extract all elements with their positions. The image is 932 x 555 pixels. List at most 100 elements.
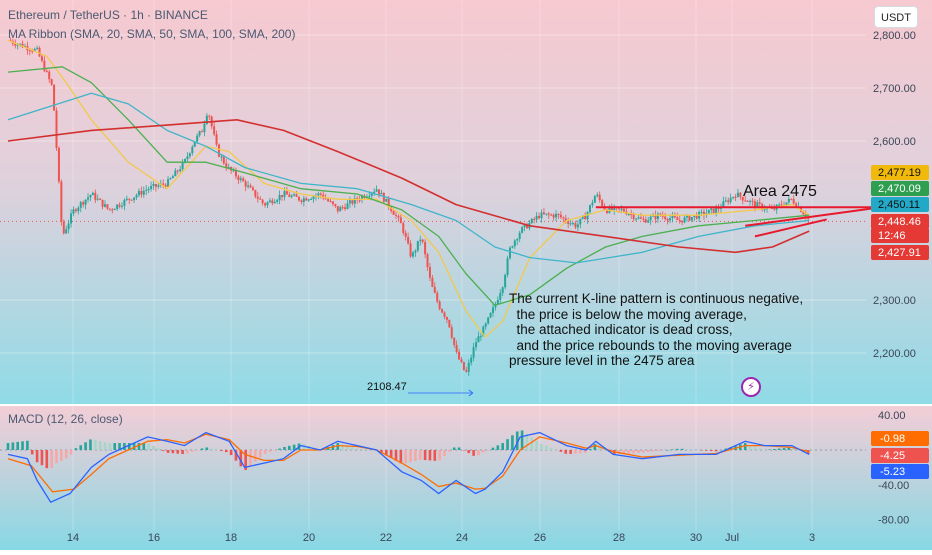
candle-body: [547, 213, 550, 215]
candle-body: [431, 277, 434, 287]
price-tick-label: 2,700.00: [873, 83, 916, 95]
candle-body: [370, 192, 373, 196]
candle-body: [550, 214, 553, 216]
candle-body: [639, 217, 642, 219]
candle-body: [290, 195, 293, 197]
candle-body: [409, 243, 412, 257]
price-badge-label: 2,448.46: [878, 216, 921, 228]
candle-body: [38, 47, 41, 57]
candle-body: [499, 293, 502, 300]
macd-histogram-bar: [132, 443, 136, 450]
macd-histogram-bar: [205, 447, 209, 450]
price-tick-label: 2,800.00: [873, 30, 916, 42]
macd-histogram-bar: [705, 450, 708, 451]
candle-body: [21, 43, 24, 48]
candle-body: [215, 134, 218, 145]
candle-body: [268, 200, 271, 203]
moving-average-line: [7, 92, 810, 264]
candle-body: [433, 286, 436, 293]
macd-title[interactable]: MACD (12, 26, close): [8, 412, 123, 426]
macd-histogram-bar: [695, 449, 698, 451]
candle-body: [375, 189, 378, 192]
candle-body: [193, 141, 196, 147]
macd-histogram-bar: [404, 450, 407, 464]
candle-body: [184, 159, 187, 162]
candle-body: [395, 214, 397, 216]
candle-body: [162, 183, 165, 185]
macd-tick-label: -80.00: [878, 515, 909, 527]
price-badge: [871, 245, 929, 260]
macd-histogram-bar: [579, 450, 582, 454]
macd-histogram-bar: [11, 442, 15, 450]
candle-body: [455, 344, 458, 352]
candle-body: [613, 206, 616, 211]
candle-body: [106, 204, 109, 209]
candle-body: [785, 202, 788, 206]
price-badge-label: 2,470.09: [878, 183, 921, 195]
candle-body: [489, 312, 492, 318]
candle-body: [191, 146, 194, 154]
candle-body: [518, 232, 521, 240]
candle-body: [576, 224, 579, 228]
candle-body: [462, 362, 465, 371]
currency-button[interactable]: USDT: [874, 6, 918, 28]
candle-body: [589, 205, 591, 213]
macd-signal-line: [7, 433, 810, 493]
candle-body: [610, 206, 613, 211]
macd-badge-label: -5.23: [880, 466, 905, 478]
macd-histogram-bar: [448, 450, 451, 452]
lightning-icon[interactable]: ⚡: [741, 377, 761, 397]
candle-body: [36, 47, 39, 49]
candle-body: [53, 84, 56, 111]
macd-histogram-bar: [35, 450, 39, 463]
macd-histogram-bar: [292, 444, 296, 450]
candle-body: [312, 196, 315, 199]
macd-histogram-bar: [666, 449, 669, 451]
ma-ribbon-title[interactable]: MA Ribbon (SMA, 20, SMA, 50, SMA, 100, S…: [8, 27, 296, 41]
macd-histogram-bar: [763, 450, 766, 451]
candle-body: [278, 195, 281, 201]
macd-histogram-bar: [89, 439, 92, 450]
candle-body: [140, 190, 143, 195]
candle-body: [99, 198, 102, 200]
macd-histogram-bar: [55, 450, 58, 464]
candle-body: [273, 201, 276, 204]
macd-histogram-bar: [137, 443, 141, 450]
macd-histogram-bar: [418, 450, 422, 460]
candle-body: [60, 181, 63, 222]
candle-body: [673, 215, 676, 218]
candle-body: [351, 200, 354, 204]
macd-histogram-bar: [782, 448, 786, 450]
candle-body: [552, 214, 555, 218]
candle-body: [227, 166, 230, 169]
candle-body: [741, 196, 744, 201]
macd-histogram-bar: [680, 448, 684, 450]
candle-body: [174, 170, 177, 177]
macd-histogram-bar: [676, 448, 679, 450]
macd-histogram-bar: [511, 435, 514, 450]
candle-body: [293, 194, 296, 196]
macd-histogram-bar: [30, 450, 34, 455]
candle-body: [448, 319, 451, 328]
macd-histogram-bar: [646, 450, 650, 453]
candle-body: [167, 179, 170, 187]
macd-badge: [871, 464, 929, 479]
candle-body: [545, 213, 548, 215]
candle-body: [217, 144, 220, 157]
candle-body: [421, 239, 424, 242]
candle-body: [484, 323, 487, 327]
candle-body: [341, 207, 344, 209]
candle-body: [222, 156, 225, 164]
candle-body: [154, 183, 157, 187]
macd-histogram-bar: [748, 444, 752, 450]
macd-histogram-bar: [423, 450, 427, 461]
candle-body: [33, 48, 36, 52]
candle-body: [627, 214, 630, 216]
candle-body: [302, 198, 305, 202]
time-tick-label: 30: [690, 532, 702, 544]
time-tick-label: 22: [380, 532, 392, 544]
candle-body: [591, 202, 594, 206]
macd-histogram-bar: [428, 450, 432, 461]
